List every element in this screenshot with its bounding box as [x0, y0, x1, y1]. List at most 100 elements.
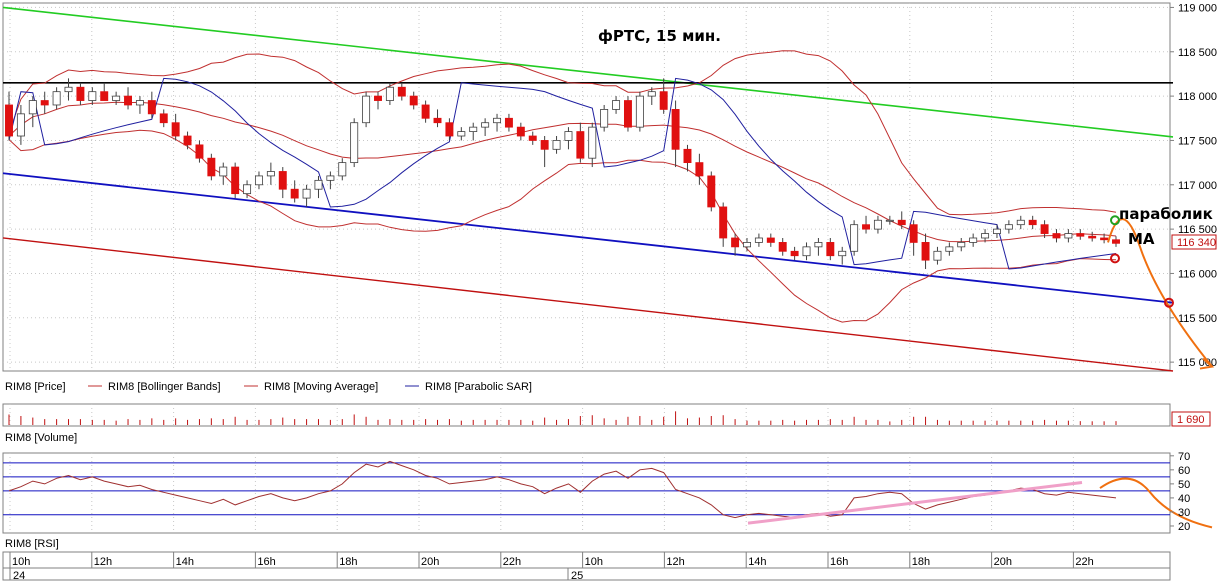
price-tick-label: 115 500	[1178, 313, 1217, 325]
time-tick-label: 10h	[12, 556, 30, 568]
candle-body	[445, 122, 454, 137]
volume-value-label: 1 690	[1177, 414, 1205, 426]
price-tick-label: 118 000	[1178, 91, 1217, 103]
candle-body	[540, 140, 549, 150]
ma-annotation: MA	[1128, 230, 1155, 248]
candle-body	[647, 91, 656, 97]
candle-body	[1064, 233, 1073, 239]
time-tick-label: 20h	[994, 556, 1012, 568]
time-tick-label: 18h	[912, 556, 930, 568]
rsi-tick-label: 30	[1178, 507, 1190, 519]
candle-body	[266, 171, 275, 177]
price-grid	[3, 6, 1170, 363]
price-tick-label: 119 000	[1178, 2, 1217, 14]
candle-body	[635, 95, 644, 128]
candle-body	[909, 224, 918, 243]
parabolik-annotation: параболик	[1119, 205, 1213, 223]
candle-body	[862, 224, 871, 230]
candle-body	[385, 86, 394, 101]
time-tick-label: 22h	[503, 556, 521, 568]
rsi-lines	[8, 460, 1213, 529]
candle-body	[231, 166, 240, 195]
trend-lines	[2, 6, 1174, 372]
candle-body	[695, 162, 704, 177]
time-axis	[2, 551, 1171, 581]
candle-body	[683, 148, 692, 164]
candle-body	[552, 140, 561, 150]
candle-body	[1028, 219, 1037, 226]
candle-body	[850, 224, 859, 252]
candle-body	[52, 91, 61, 106]
candle-body	[5, 104, 13, 137]
candle-body	[1004, 224, 1013, 230]
candle-body	[362, 95, 371, 124]
candle-body	[290, 188, 299, 199]
candle-body	[921, 242, 930, 261]
rsi-tick-label: 70	[1178, 451, 1190, 463]
rsi-tick-label: 50	[1178, 479, 1190, 491]
candle-body	[743, 242, 751, 248]
candle-body	[659, 91, 668, 110]
candle-body	[219, 166, 228, 177]
candle-body	[731, 237, 740, 248]
candle-body	[1052, 233, 1061, 239]
candle-body	[814, 242, 823, 248]
candle-body	[826, 242, 835, 257]
rsi-grid	[3, 462, 1170, 516]
time-tick-label: 10h	[585, 556, 603, 568]
rsi-panel	[2, 452, 1171, 534]
candle-body	[516, 126, 525, 137]
bollinger-lower-band	[8, 129, 1117, 323]
blue-channel-line	[2, 172, 1174, 304]
candle-body	[766, 237, 775, 243]
volume-value-tag	[1171, 411, 1211, 427]
rsi-legend: RIM8 [RSI]	[5, 538, 59, 550]
price-axis: 119 000 118 500 118 000 117 500 117 000 116 5…	[1170, 2, 1217, 369]
candle-body	[969, 237, 978, 243]
candle-body	[76, 86, 85, 101]
green-trend-line	[2, 6, 1174, 138]
candle-body	[421, 104, 430, 119]
annotations	[1107, 215, 1215, 370]
candle-body	[504, 117, 513, 128]
candle-body	[981, 233, 990, 239]
legend: RIM8 [Price] RIM8 [Bollinger Bands] RIM8 […	[5, 381, 532, 393]
time-grid	[9, 3, 1074, 533]
candle-body	[100, 91, 109, 101]
candle-body	[838, 250, 847, 257]
rsi-line	[8, 460, 1117, 519]
time-tick-label: 22h	[1075, 556, 1093, 568]
candle-body	[957, 242, 966, 248]
red-channel-line	[2, 237, 1174, 372]
forecast-arrowhead	[1199, 357, 1215, 370]
day-label: 24	[13, 570, 25, 582]
price-tick-label: 116 000	[1178, 268, 1217, 280]
indicators	[8, 50, 1117, 323]
candle-body	[897, 219, 906, 226]
candle-body	[338, 162, 347, 177]
moving-average-line	[8, 101, 1117, 243]
candle-body	[302, 188, 311, 199]
candle-body	[1076, 233, 1085, 237]
candle-body	[433, 117, 442, 124]
time-tick-label: 16h	[830, 556, 848, 568]
candle-body	[374, 95, 382, 101]
candle-body	[112, 95, 121, 101]
price-tick-label: 117 500	[1178, 135, 1217, 147]
candle-body	[64, 86, 73, 93]
price-tick-label: 118 500	[1178, 47, 1217, 59]
time-tick-label: 14h	[748, 556, 766, 568]
candle-body	[588, 126, 597, 159]
candle-body	[409, 95, 418, 106]
candle-body	[124, 95, 133, 106]
time-labels: 10h 12h 14h 16h 18h 20h 22h 10h 12h 14h 16h 18h 20h 2…	[9, 552, 1094, 582]
candle-body	[1112, 239, 1120, 244]
time-tick-label: 16h	[257, 556, 275, 568]
channel-marker	[1164, 297, 1174, 308]
candle-body	[719, 206, 728, 239]
candle-body	[469, 126, 478, 132]
candle-body	[314, 179, 323, 190]
price-forecast-arrow	[1107, 218, 1213, 368]
last-price-tag	[1171, 234, 1217, 250]
